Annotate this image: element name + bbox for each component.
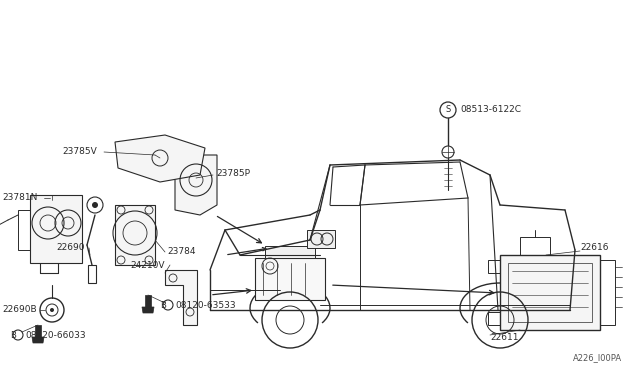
- Text: 23785V: 23785V: [62, 148, 97, 157]
- Text: 23784: 23784: [167, 247, 195, 257]
- Polygon shape: [307, 230, 335, 248]
- Text: 08120-63533: 08120-63533: [175, 301, 236, 310]
- Polygon shape: [500, 255, 600, 330]
- Text: A226_l00PA: A226_l00PA: [573, 353, 622, 362]
- Polygon shape: [142, 307, 154, 313]
- Polygon shape: [175, 155, 217, 215]
- Circle shape: [50, 308, 54, 312]
- Text: B: B: [10, 330, 16, 340]
- Polygon shape: [30, 195, 82, 263]
- Text: B: B: [160, 301, 166, 310]
- Polygon shape: [255, 258, 325, 300]
- Text: 08120-66033: 08120-66033: [25, 330, 86, 340]
- Text: 23785P: 23785P: [216, 170, 250, 179]
- Circle shape: [92, 202, 98, 208]
- Text: S: S: [445, 106, 451, 115]
- Polygon shape: [35, 325, 41, 337]
- Polygon shape: [115, 135, 205, 182]
- Text: 08513-6122C: 08513-6122C: [460, 106, 521, 115]
- Polygon shape: [145, 295, 151, 307]
- Polygon shape: [165, 270, 197, 325]
- Text: 23781N: 23781N: [2, 193, 37, 202]
- Text: 22616: 22616: [580, 244, 609, 253]
- Polygon shape: [32, 337, 44, 343]
- Text: 22690: 22690: [56, 244, 84, 253]
- Text: 22611: 22611: [490, 334, 518, 343]
- Polygon shape: [115, 205, 155, 265]
- Text: 24210V: 24210V: [130, 260, 164, 269]
- Polygon shape: [265, 246, 315, 258]
- Text: 22690B: 22690B: [2, 305, 36, 314]
